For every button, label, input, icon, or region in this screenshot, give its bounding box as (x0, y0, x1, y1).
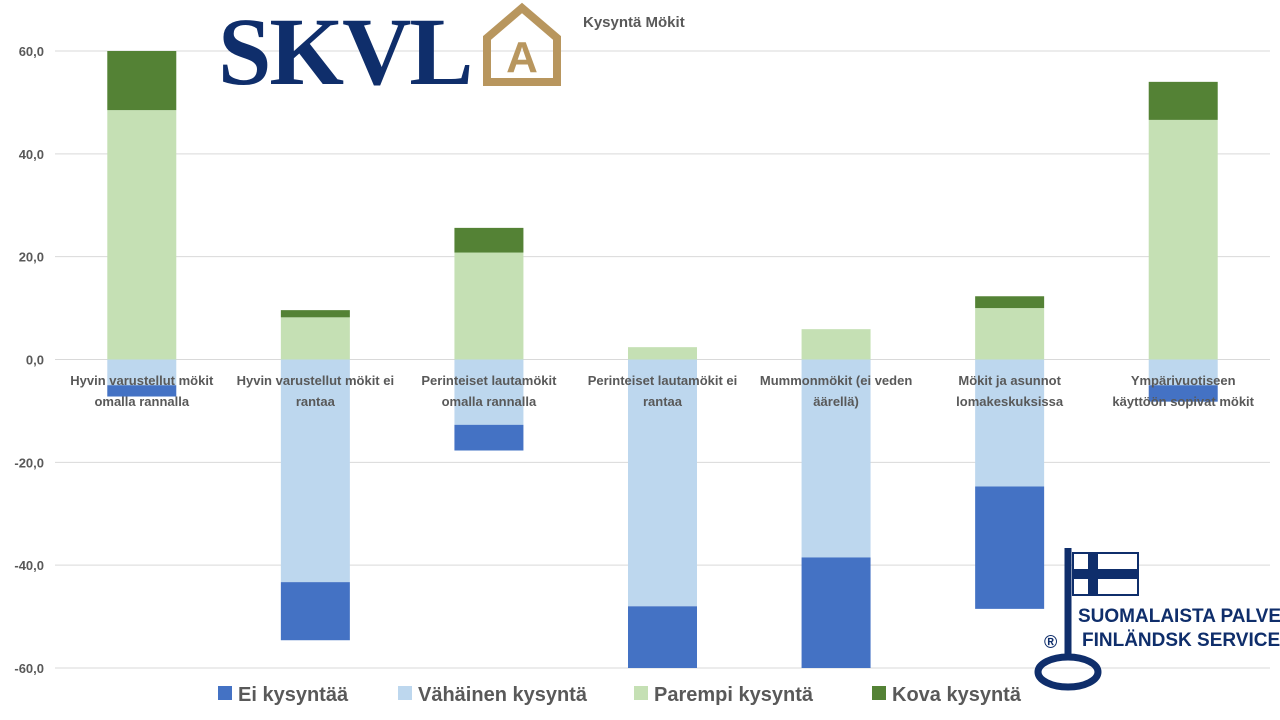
legend-swatch (872, 686, 886, 700)
bar-segment (280, 317, 350, 360)
y-tick-label: -60,0 (14, 661, 44, 676)
bar-segment (628, 359, 697, 607)
legend-item: Kova kysyntä (872, 684, 1022, 706)
bar-segment (1148, 359, 1218, 386)
category-label: Perinteiset lautamökit ei rantaa (588, 373, 738, 409)
bar-segment (107, 51, 177, 111)
bar-segment (107, 110, 177, 360)
bar-segment (454, 227, 524, 253)
category-labels: Hyvin varustellut mökit omalla rannalla Hy… (70, 373, 1254, 409)
bar-segment (975, 486, 1045, 609)
bar-segment (454, 359, 524, 425)
y-tick-label: 0,0 (26, 353, 44, 368)
bar-segment (1148, 81, 1218, 120)
key-icon (1034, 548, 1139, 691)
bar-segment (454, 424, 524, 451)
bar-segment (801, 557, 871, 668)
skvl-logo-text: SKVL (218, 0, 471, 105)
bar-segment (628, 606, 697, 668)
legend-swatch (398, 686, 412, 700)
bar-segment (975, 359, 1045, 487)
legend-swatch (634, 686, 648, 700)
brand-line-2: FINLÄNDSK SERVICE (1082, 630, 1280, 651)
brand-line-1: SUOMALAISTA PALVELUA (1078, 606, 1280, 627)
house-a-letter: A (506, 33, 538, 82)
y-tick-label: -40,0 (14, 558, 44, 573)
y-tick-label: 20,0 (19, 250, 44, 265)
chart-title: Kysyntä Mökit (583, 14, 685, 31)
finnish-key-logo: SUOMALAISTA PALVELUA FINLÄNDSK SERVICE ® (1034, 548, 1280, 691)
legend: Ei kysyntää Vähäinen kysyntä Parempi kysyn… (218, 684, 1022, 706)
category-label: Mummonmökit (ei veden äärellä) (760, 373, 912, 409)
bar-segment (1148, 385, 1218, 402)
legend-label: Vähäinen kysyntä (418, 684, 588, 706)
category-label: Mökit ja asunnot lomakeskuksissa (956, 373, 1064, 409)
bars (107, 51, 1218, 668)
bar-segment (280, 582, 350, 641)
category-label: Ympärivuotiseen käyttöön sopivat mökit (1112, 373, 1254, 409)
registered-mark: ® (1044, 632, 1057, 652)
bar-segment (280, 359, 350, 583)
bar-segment (628, 347, 697, 360)
bar-segment (280, 310, 350, 318)
skvl-logo: SKVL A (218, 0, 561, 105)
bar-segment (801, 329, 871, 360)
finnish-flag-icon (1072, 552, 1139, 596)
y-tick-label: 40,0 (19, 147, 44, 162)
legend-item: Vähäinen kysyntä (398, 684, 588, 706)
bar-segment (1148, 119, 1218, 360)
category-label: Hyvin varustellut mökit omalla rannalla (70, 373, 214, 409)
bar-segment (107, 385, 177, 397)
category-label: Hyvin varustellut mökit ei rantaa (237, 373, 395, 409)
category-label: Perinteiset lautamökit omalla rannalla (421, 373, 557, 409)
legend-item: Ei kysyntää (218, 684, 349, 706)
y-axis: 60,0 40,0 20,0 0,0 -20,0 -40,0 -60,0 (14, 44, 44, 676)
bar-segment (975, 308, 1045, 360)
house-a-icon: A (483, 2, 561, 86)
y-tick-label: -20,0 (14, 455, 44, 470)
bar-segment (107, 359, 177, 386)
legend-swatch (218, 686, 232, 700)
legend-label: Parempi kysyntä (654, 684, 814, 706)
bar-segment (801, 359, 871, 558)
legend-label: Ei kysyntää (238, 684, 349, 706)
legend-label: Kova kysyntä (892, 684, 1022, 706)
y-tick-label: 60,0 (19, 44, 44, 59)
bar-segment (454, 252, 524, 360)
legend-item: Parempi kysyntä (634, 684, 814, 706)
bar-segment (975, 296, 1045, 309)
